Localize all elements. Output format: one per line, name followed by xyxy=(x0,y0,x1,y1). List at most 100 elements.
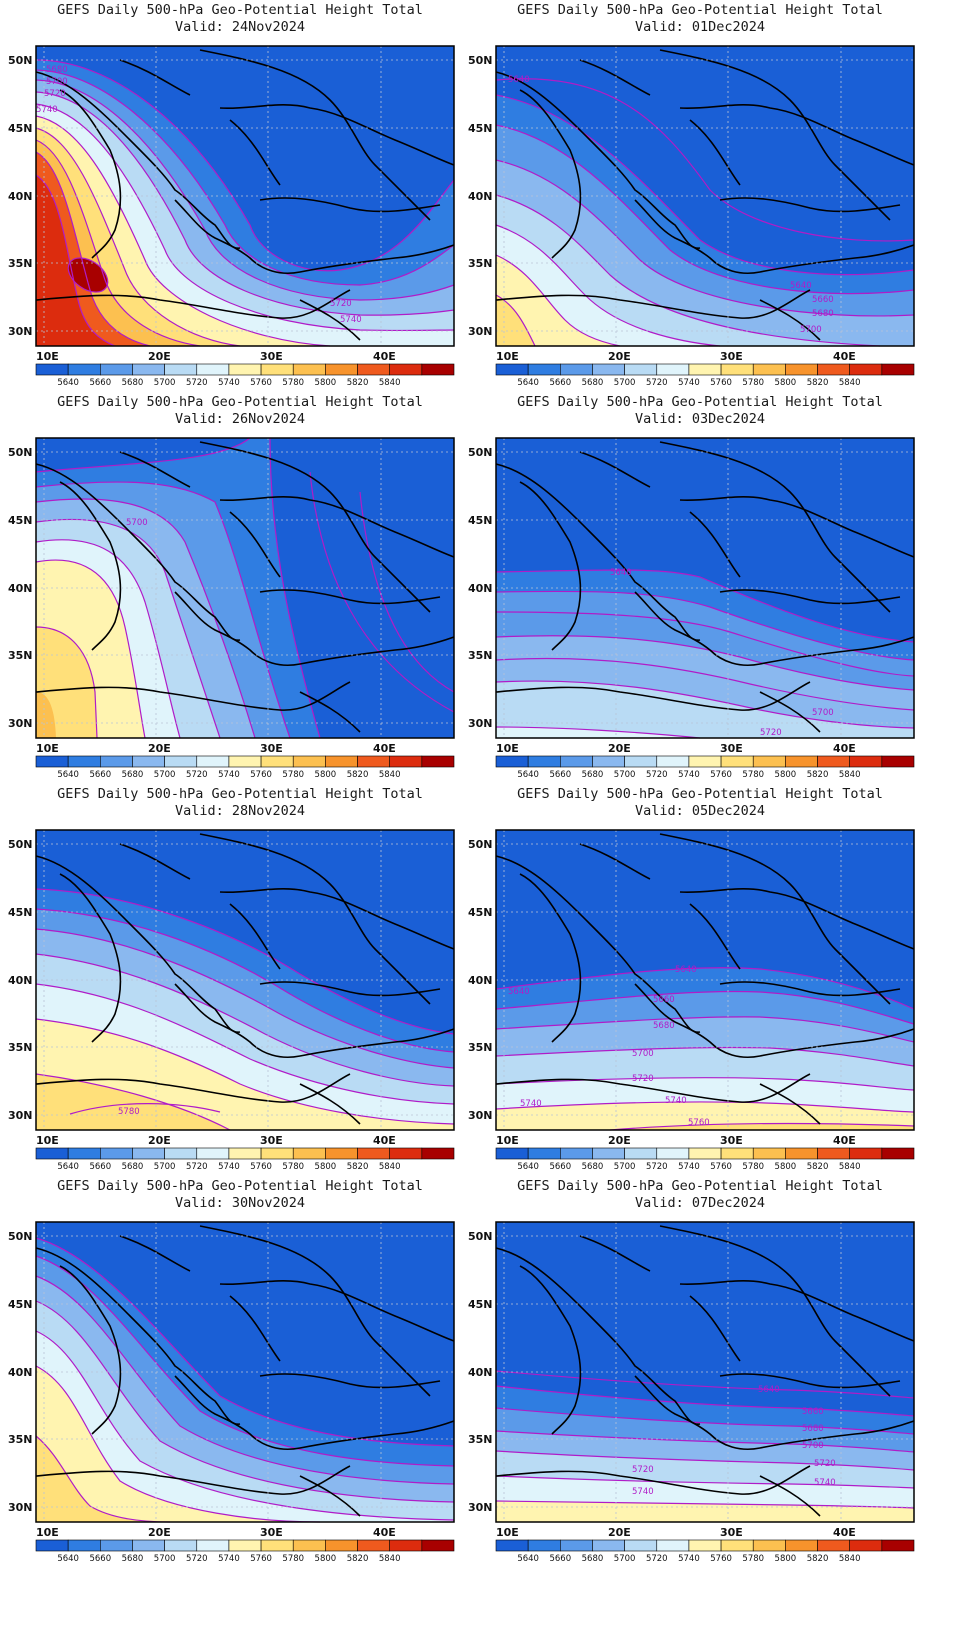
colorbar-label: 5820 xyxy=(807,1554,829,1564)
colorbar: 5640 5660 5680 5700 5720 5740 5760 5780 5800 5820… xyxy=(495,363,915,388)
colorbar-swatch xyxy=(495,755,529,768)
colorbar-label: 5660 xyxy=(89,378,111,388)
svg-text:35N: 35N xyxy=(8,1041,33,1054)
svg-text:30E: 30E xyxy=(260,1526,283,1539)
svg-text:45N: 45N xyxy=(8,122,33,135)
svg-text:30N: 30N xyxy=(468,325,493,338)
svg-text:45N: 45N xyxy=(468,514,493,527)
colorbar-swatch xyxy=(132,363,165,376)
svg-text:45N: 45N xyxy=(468,1298,493,1311)
svg-text:45N: 45N xyxy=(8,906,33,919)
svg-text:40E: 40E xyxy=(833,1134,856,1147)
contour-label: 5660 xyxy=(653,995,675,1005)
svg-text:45N: 45N xyxy=(468,122,493,135)
contour-label: 5660 xyxy=(812,295,834,305)
svg-text:40E: 40E xyxy=(373,742,396,755)
svg-text:30E: 30E xyxy=(260,742,283,755)
colorbar-swatch xyxy=(560,1147,593,1160)
colorbar-swatch xyxy=(67,1539,101,1552)
svg-text:50N: 50N xyxy=(8,838,33,851)
colorbar-label: 5740 xyxy=(218,378,240,388)
colorbar-label: 5740 xyxy=(678,770,700,780)
colorbar-swatch xyxy=(389,1539,423,1552)
contour-label: 5700 xyxy=(812,708,834,718)
colorbar-label: 5680 xyxy=(122,1554,144,1564)
colorbar-swatch xyxy=(560,755,593,768)
colorbar-swatch xyxy=(389,363,423,376)
colorbar-swatch xyxy=(164,1539,198,1552)
contour-labels: 5680 5700 5720 5740 5720 5740 xyxy=(36,65,362,325)
panel-valid-date: Valid: 01Dec2024 xyxy=(634,19,766,35)
panel-title: GEFS Daily 500-hPa Geo-Potential Height … xyxy=(57,1178,423,1194)
colorbar: 5640 5660 5680 5700 5720 5740 5760 5780 5800 5820… xyxy=(35,1147,455,1172)
svg-text:30E: 30E xyxy=(720,350,743,363)
colorbar-label: 5800 xyxy=(315,378,337,388)
contour-label: 5760 xyxy=(688,1118,710,1128)
colorbar-label: 5680 xyxy=(582,378,604,388)
svg-text:50N: 50N xyxy=(468,838,493,851)
svg-text:20E: 20E xyxy=(608,742,631,755)
svg-text:30E: 30E xyxy=(260,1134,283,1147)
contour-label: 5740 xyxy=(520,1099,542,1109)
map-frame xyxy=(35,45,455,347)
map-svg: 5640 5700 5720 50N 45N 40N 35N 30N 10E 2… xyxy=(468,437,915,780)
contour-label: 5680 xyxy=(802,1424,824,1434)
panel-valid-date: Valid: 28Nov2024 xyxy=(174,803,306,819)
svg-text:50N: 50N xyxy=(8,446,33,459)
colorbar-label: 5680 xyxy=(582,770,604,780)
colorbar-swatch xyxy=(656,755,690,768)
colorbar-label: 5660 xyxy=(89,770,111,780)
svg-text:40E: 40E xyxy=(373,350,396,363)
svg-text:50N: 50N xyxy=(8,54,33,67)
contour-label: 5700 xyxy=(802,1441,824,1451)
panel-valid-date: Valid: 30Nov2024 xyxy=(174,1195,306,1211)
colorbar-swatch xyxy=(292,363,326,376)
colorbar-swatch xyxy=(720,755,754,768)
colorbar-label: 5680 xyxy=(122,1162,144,1172)
colorbar-swatch xyxy=(817,755,850,768)
svg-text:10E: 10E xyxy=(36,742,59,755)
colorbar-swatch xyxy=(849,363,883,376)
colorbar-label: 5700 xyxy=(614,770,636,780)
svg-text:40N: 40N xyxy=(468,974,493,987)
svg-text:30N: 30N xyxy=(8,717,33,730)
colorbar-swatch xyxy=(132,755,165,768)
colorbar-swatch xyxy=(228,1539,262,1552)
colorbar-label: 5740 xyxy=(218,770,240,780)
colorbar-swatch xyxy=(592,363,625,376)
colorbar-label: 5800 xyxy=(775,1162,797,1172)
colorbar-label: 5800 xyxy=(775,378,797,388)
map-svg: 50N 45N 40N 35N 30N 10E 20E 30E 40E 5640… xyxy=(8,1221,455,1564)
contour-label: 5640 xyxy=(508,987,530,997)
svg-text:45N: 45N xyxy=(468,906,493,919)
colorbar: 5640 5660 5680 5700 5720 5740 5760 5780 5800 5820… xyxy=(35,755,455,780)
colorbar-swatch xyxy=(389,1147,423,1160)
colorbar-swatch xyxy=(164,1147,198,1160)
colorbar-label: 5820 xyxy=(807,1162,829,1172)
lon-axis: 10E 20E 30E 40E xyxy=(36,350,396,363)
colorbar-label: 5640 xyxy=(517,770,539,780)
colorbar-swatch xyxy=(357,363,390,376)
svg-text:30E: 30E xyxy=(720,1526,743,1539)
contour-label: 5700 xyxy=(800,325,822,335)
colorbar-label: 5660 xyxy=(549,1162,571,1172)
colorbar-label: 5680 xyxy=(582,1162,604,1172)
map-svg: 5640 5640 5660 5680 5700 5720 5740 5740 … xyxy=(468,829,915,1172)
colorbar-swatch xyxy=(260,1539,294,1552)
colorbar-label: 5680 xyxy=(122,378,144,388)
colorbar: 5640 5660 5680 5700 5720 5740 5760 5780 5800 5820… xyxy=(35,1539,455,1564)
panel-title: GEFS Daily 500-hPa Geo-Potential Height … xyxy=(57,2,423,18)
colorbar-swatch xyxy=(656,1147,690,1160)
svg-text:20E: 20E xyxy=(608,1134,631,1147)
map-panel-4: GEFS Daily 500-hPa Geo-Potential Height … xyxy=(460,392,920,802)
panel-title: GEFS Daily 500-hPa Geo-Potential Height … xyxy=(57,394,423,410)
colorbar-label: 5720 xyxy=(186,1554,208,1564)
colorbar-label: 5720 xyxy=(646,378,668,388)
colorbar-swatch xyxy=(325,363,358,376)
colorbar-swatch xyxy=(624,1147,658,1160)
colorbar-label: 5640 xyxy=(57,1554,79,1564)
colorbar-label: 5640 xyxy=(517,1162,539,1172)
colorbar-label: 5780 xyxy=(282,770,304,780)
colorbar-label: 5720 xyxy=(186,378,208,388)
gridlines xyxy=(36,46,454,346)
